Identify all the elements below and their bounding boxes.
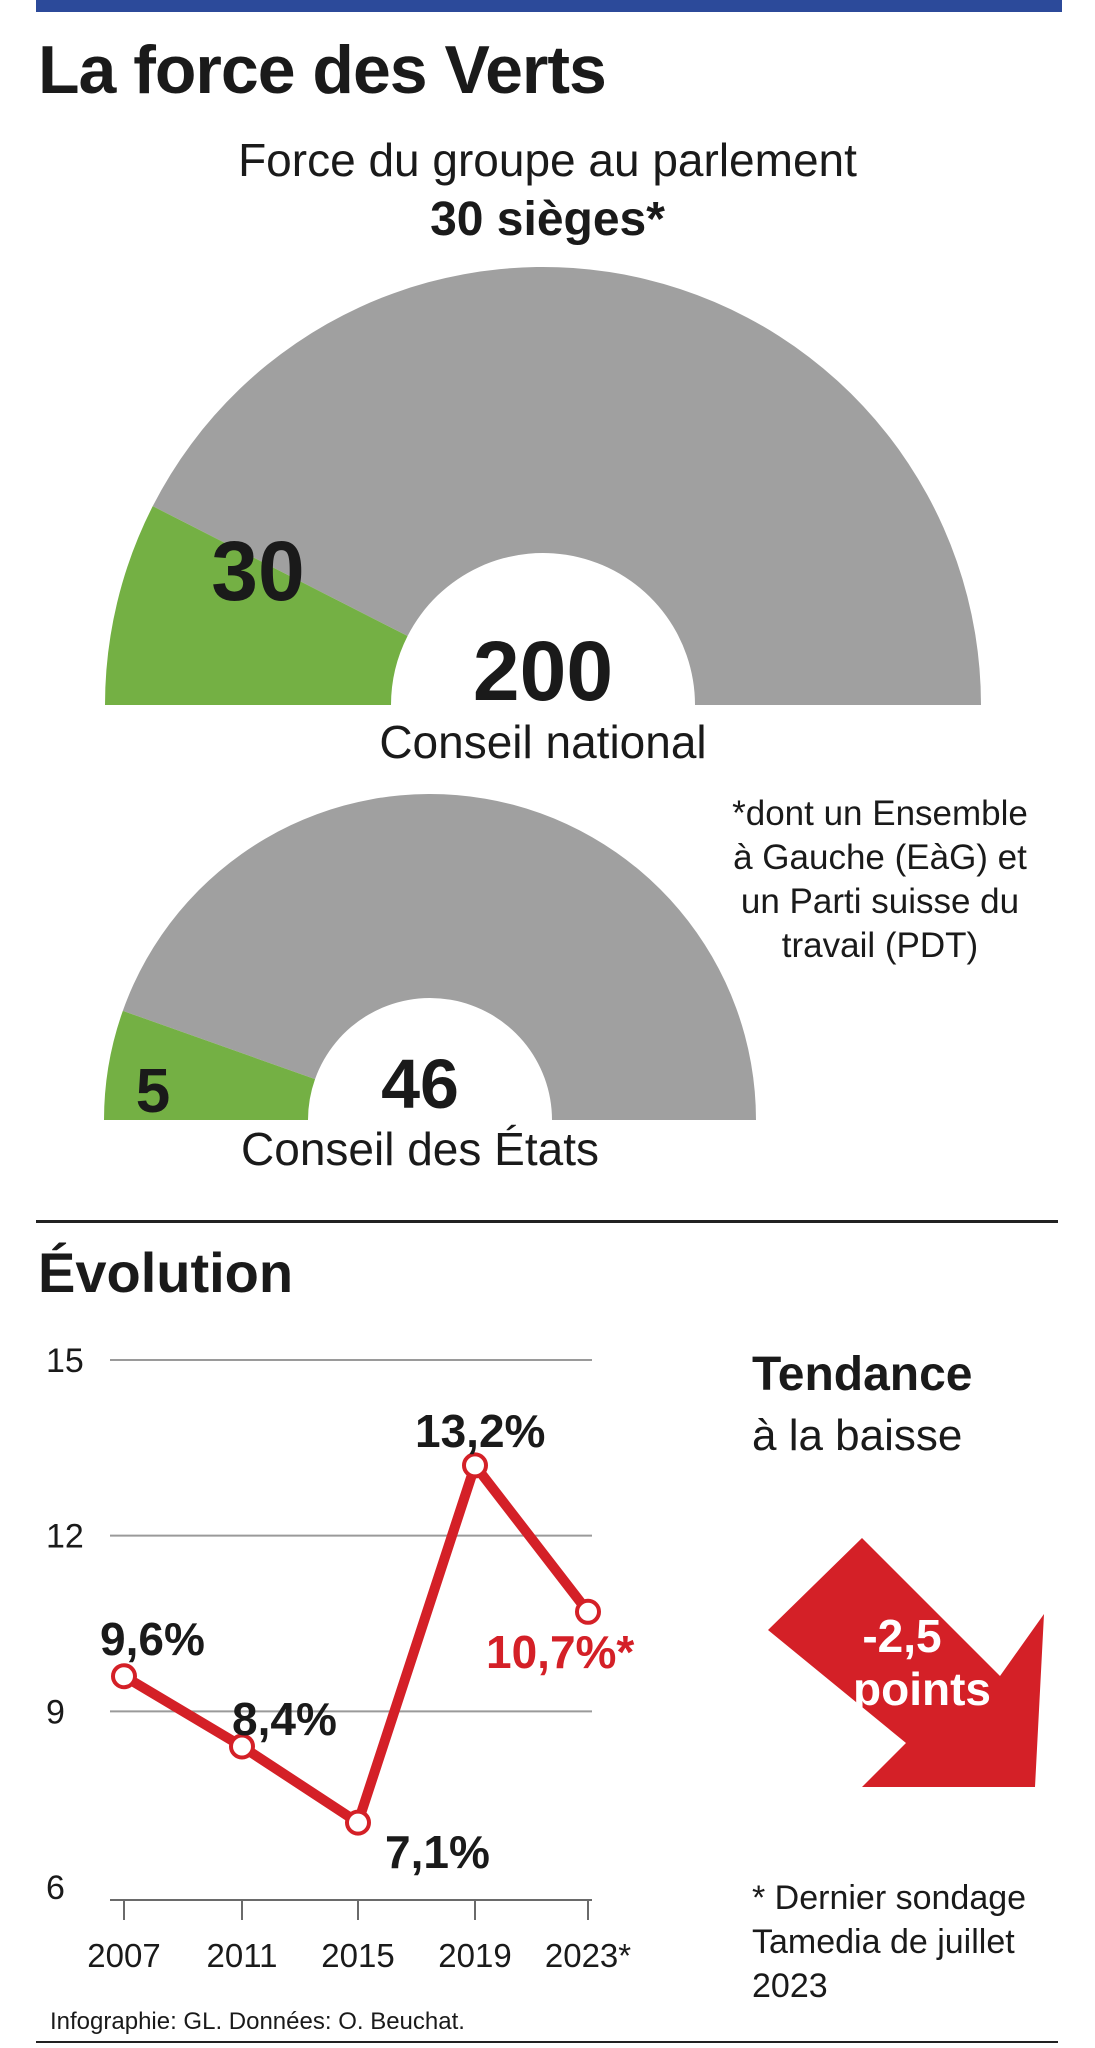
x-tick-label: 2015 — [321, 1937, 394, 1974]
footnote-parties: *dont un Ensemble à Gauche (EàG) et un P… — [700, 792, 1060, 968]
evolution-title: Évolution — [38, 1241, 294, 1304]
data-label: 7,1% — [385, 1826, 490, 1878]
note-line: un Parti suisse du — [740, 882, 1020, 921]
evolution-line-chart: 6 9 12 15 2007 2011 2015 2019 2023* 9,6% 8,4% 7,1% 1… — [46, 1342, 634, 1974]
trend-arrow-unit: points — [853, 1663, 991, 1715]
note-line: à Gauche (EàG) et — [733, 838, 1027, 877]
y-tick-label: 9 — [46, 1693, 65, 1731]
conseil-national-green-slice — [105, 506, 408, 705]
x-tick-label: 2023* — [545, 1937, 631, 1974]
footnote-line: 2023 — [752, 1967, 828, 2005]
x-tick-label: 2011 — [207, 1937, 278, 1974]
conseil-national-label: Conseil national — [379, 716, 706, 768]
x-tick-label: 2019 — [438, 1937, 511, 1974]
section-divider — [36, 1220, 1058, 1223]
conseil-etats-green-label: 5 — [136, 1057, 170, 1126]
x-tick-label: 2007 — [87, 1937, 160, 1974]
trend-subtitle: à la baisse — [752, 1411, 963, 1460]
trend-arrow-value: -2,5 — [862, 1610, 941, 1662]
conseil-national-total: 200 — [473, 624, 613, 718]
conseil-etats-total: 46 — [381, 1045, 459, 1123]
data-label: 10,7%* — [486, 1626, 634, 1678]
footnote-line: * Dernier sondage — [752, 1879, 1027, 1917]
data-point — [111, 1663, 137, 1690]
y-tick-label: 15 — [46, 1342, 84, 1380]
data-label: 13,2% — [415, 1405, 545, 1457]
conseil-etats-green-slice — [104, 1010, 316, 1120]
data-label: 9,6% — [100, 1613, 205, 1665]
conseil-etats-label: Conseil des États — [241, 1123, 599, 1175]
conseil-national-green-label: 30 — [211, 524, 304, 618]
y-tick-label: 12 — [46, 1518, 84, 1556]
data-point — [229, 1733, 255, 1760]
credit-line: Infographie: GL. Données: O. Beuchat. — [50, 2008, 465, 2035]
bottom-rule — [36, 2041, 1058, 2043]
trend-arrow-icon — [768, 1538, 1044, 1787]
data-point — [575, 1598, 601, 1625]
page-title: La force des Verts — [38, 32, 607, 108]
conseil-etats-grey-slice — [122, 793, 756, 1120]
data-label: 8,4% — [232, 1693, 337, 1745]
survey-footnote: * Dernier sondage Tamedia de juillet 202… — [752, 1876, 1072, 2008]
y-tick-label: 6 — [46, 1869, 65, 1907]
footnote-line: Tamedia de juillet — [752, 1923, 1015, 1961]
data-point — [462, 1452, 488, 1479]
top-accent-bar — [36, 0, 1062, 12]
chart-subtitle: Force du groupe au parlement — [238, 134, 857, 186]
note-line: travail (PDT) — [781, 926, 979, 965]
conseil-national-grey-slice — [152, 267, 981, 705]
data-point — [345, 1809, 371, 1836]
note-line: *dont un Ensemble — [732, 794, 1028, 833]
seats-total: 30 sièges* — [430, 193, 665, 246]
trend-title: Tendance — [752, 1348, 973, 1401]
